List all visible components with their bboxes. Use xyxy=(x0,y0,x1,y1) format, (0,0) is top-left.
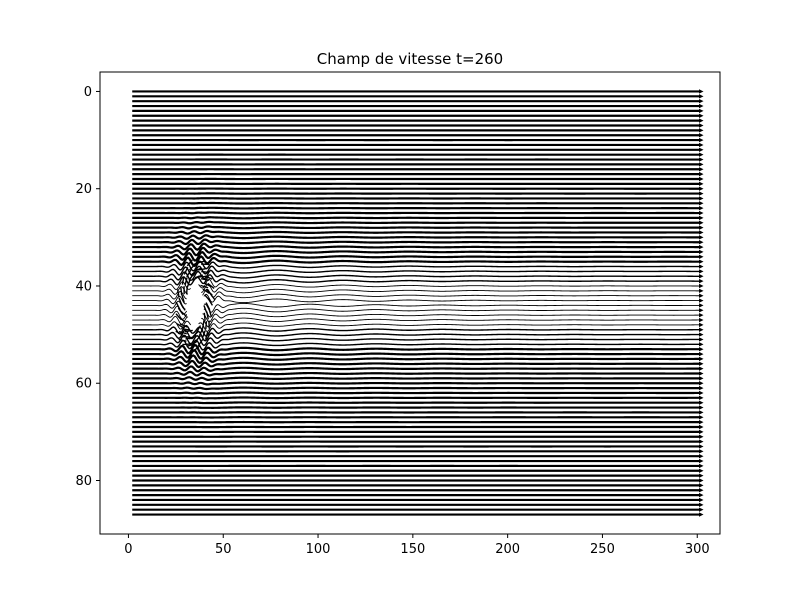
quiver-row xyxy=(132,388,700,389)
quiver-row xyxy=(132,203,700,204)
x-tick-label: 150 xyxy=(400,542,425,557)
quiver-row xyxy=(132,393,700,394)
y-tick-label: 60 xyxy=(75,377,92,392)
obstacle-arrow xyxy=(181,287,182,295)
quiver-row xyxy=(132,382,700,384)
y-tick-label: 0 xyxy=(84,85,92,100)
x-tick-label: 100 xyxy=(306,542,331,557)
y-tick-label: 40 xyxy=(75,279,92,294)
quiver-row xyxy=(132,222,700,223)
obstacle-arrow xyxy=(206,321,207,329)
quiver-row xyxy=(132,217,700,218)
obstacle-arrow xyxy=(201,272,209,273)
obstacle-arrow xyxy=(182,329,190,330)
quiver-row xyxy=(132,213,700,214)
x-tick-label: 300 xyxy=(685,542,710,557)
quiver-row xyxy=(132,407,700,408)
x-tick-label: 250 xyxy=(590,542,615,557)
quiver-row xyxy=(132,402,700,403)
quiver-row xyxy=(132,208,700,209)
chart-title: Champ de vitesse t=260 xyxy=(317,50,503,68)
x-tick-label: 0 xyxy=(124,542,132,557)
x-tick-label: 200 xyxy=(495,542,520,557)
quiver-row xyxy=(132,398,700,399)
quiver-row xyxy=(132,226,700,228)
y-tick-label: 20 xyxy=(75,182,92,197)
obstacle-arrow xyxy=(204,313,205,321)
obstacle-arrow xyxy=(187,286,188,294)
x-tick-label: 50 xyxy=(215,542,232,557)
y-tick-label: 80 xyxy=(75,474,92,489)
